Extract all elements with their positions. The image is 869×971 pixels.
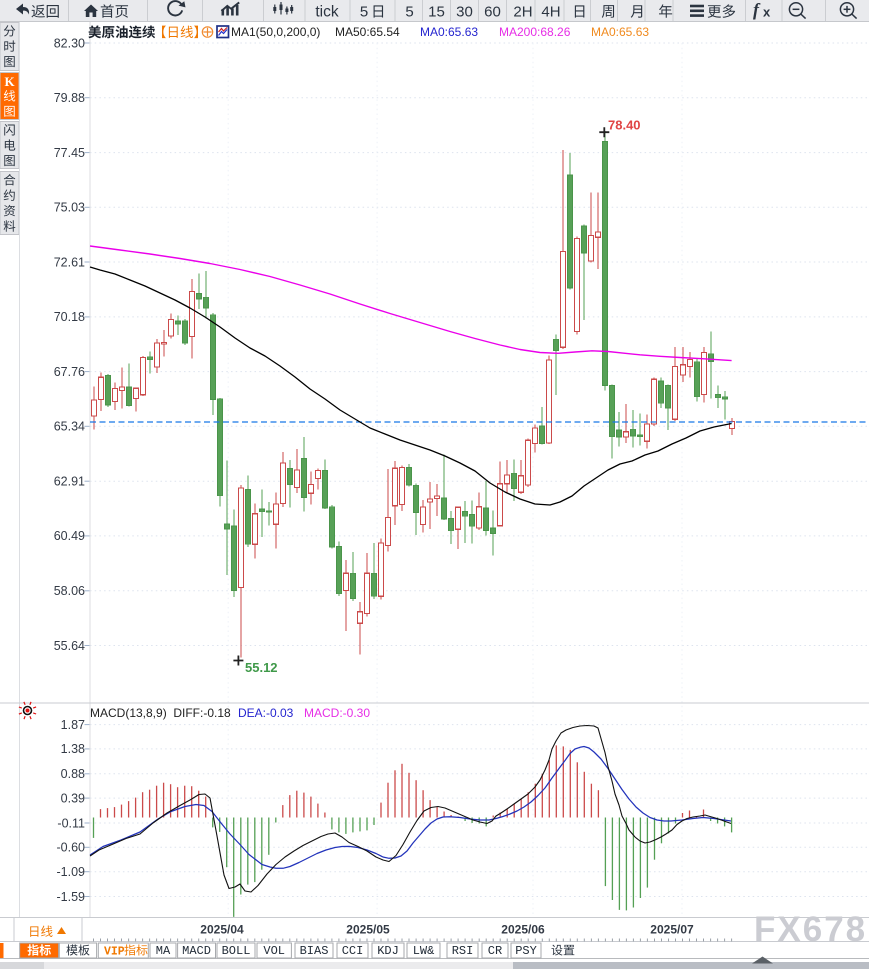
- svg-text:2025/07: 2025/07: [650, 923, 694, 937]
- svg-text:CCI: CCI: [342, 944, 364, 958]
- svg-text:LW&: LW&: [413, 944, 435, 958]
- svg-text:MA0:65.63: MA0:65.63: [420, 25, 478, 39]
- svg-text:MA50:65.54: MA50:65.54: [335, 25, 400, 39]
- svg-text:MACD: MACD: [182, 944, 211, 958]
- svg-text:5: 5: [360, 4, 368, 21]
- svg-text:78.40: 78.40: [608, 118, 641, 133]
- svg-text:5: 5: [405, 4, 413, 21]
- svg-text:70.18: 70.18: [54, 310, 85, 324]
- svg-text:82.30: 82.30: [54, 36, 85, 50]
- svg-text:1.38: 1.38: [61, 742, 85, 756]
- svg-text:DEA:-0.03: DEA:-0.03: [238, 706, 294, 720]
- svg-text:MACD(13,8,9) DIFF:-0.18: MACD(13,8,9) DIFF:-0.18: [90, 706, 231, 720]
- svg-text:CR: CR: [488, 944, 502, 958]
- svg-text:2H: 2H: [513, 4, 532, 21]
- svg-text:BOLL: BOLL: [222, 944, 251, 958]
- svg-text:55.12: 55.12: [245, 660, 278, 675]
- svg-text:75.03: 75.03: [54, 201, 85, 215]
- svg-text:60.49: 60.49: [54, 529, 85, 543]
- svg-text:2025/05: 2025/05: [346, 923, 390, 937]
- svg-text:79.88: 79.88: [54, 91, 85, 105]
- svg-text:MACD:-0.30: MACD:-0.30: [304, 706, 370, 720]
- svg-text:RSI: RSI: [452, 944, 474, 958]
- svg-text:tick: tick: [315, 4, 339, 21]
- svg-text:f: f: [753, 0, 761, 20]
- svg-text:72.61: 72.61: [54, 255, 85, 269]
- svg-text:0.88: 0.88: [61, 767, 85, 781]
- svg-text:2025/06: 2025/06: [501, 923, 545, 937]
- svg-text:15: 15: [428, 4, 445, 21]
- svg-text:77.45: 77.45: [54, 146, 85, 160]
- svg-text:4H: 4H: [541, 4, 560, 21]
- svg-text:62.91: 62.91: [54, 475, 85, 489]
- svg-text:60: 60: [484, 4, 501, 21]
- svg-text:30: 30: [456, 4, 473, 21]
- svg-text:MA0:65.63: MA0:65.63: [591, 25, 649, 39]
- svg-text:1.87: 1.87: [61, 718, 85, 732]
- svg-text:K: K: [4, 74, 15, 89]
- svg-text:2025/04: 2025/04: [200, 923, 244, 937]
- svg-text:BIAS: BIAS: [300, 944, 329, 958]
- svg-text:-0.60: -0.60: [57, 841, 86, 855]
- svg-text:0.39: 0.39: [61, 791, 85, 805]
- svg-text:67.76: 67.76: [54, 365, 85, 379]
- svg-text:MA1(50,0,200,0): MA1(50,0,200,0): [231, 25, 320, 39]
- svg-text:VIP: VIP: [104, 946, 125, 959]
- svg-text:58.06: 58.06: [54, 584, 85, 598]
- svg-text:-1.09: -1.09: [57, 865, 86, 879]
- svg-text:65.34: 65.34: [54, 420, 85, 434]
- svg-text:KDJ: KDJ: [377, 944, 399, 958]
- svg-text:VOL: VOL: [263, 944, 285, 958]
- svg-text:x: x: [763, 5, 771, 20]
- svg-text:-0.11: -0.11: [57, 816, 85, 830]
- svg-text:PSY: PSY: [515, 944, 537, 958]
- svg-text:55.64: 55.64: [54, 639, 85, 653]
- svg-text:MA: MA: [156, 944, 171, 958]
- svg-text:-1.59: -1.59: [57, 890, 86, 904]
- svg-text:MA200:68.26: MA200:68.26: [499, 25, 571, 39]
